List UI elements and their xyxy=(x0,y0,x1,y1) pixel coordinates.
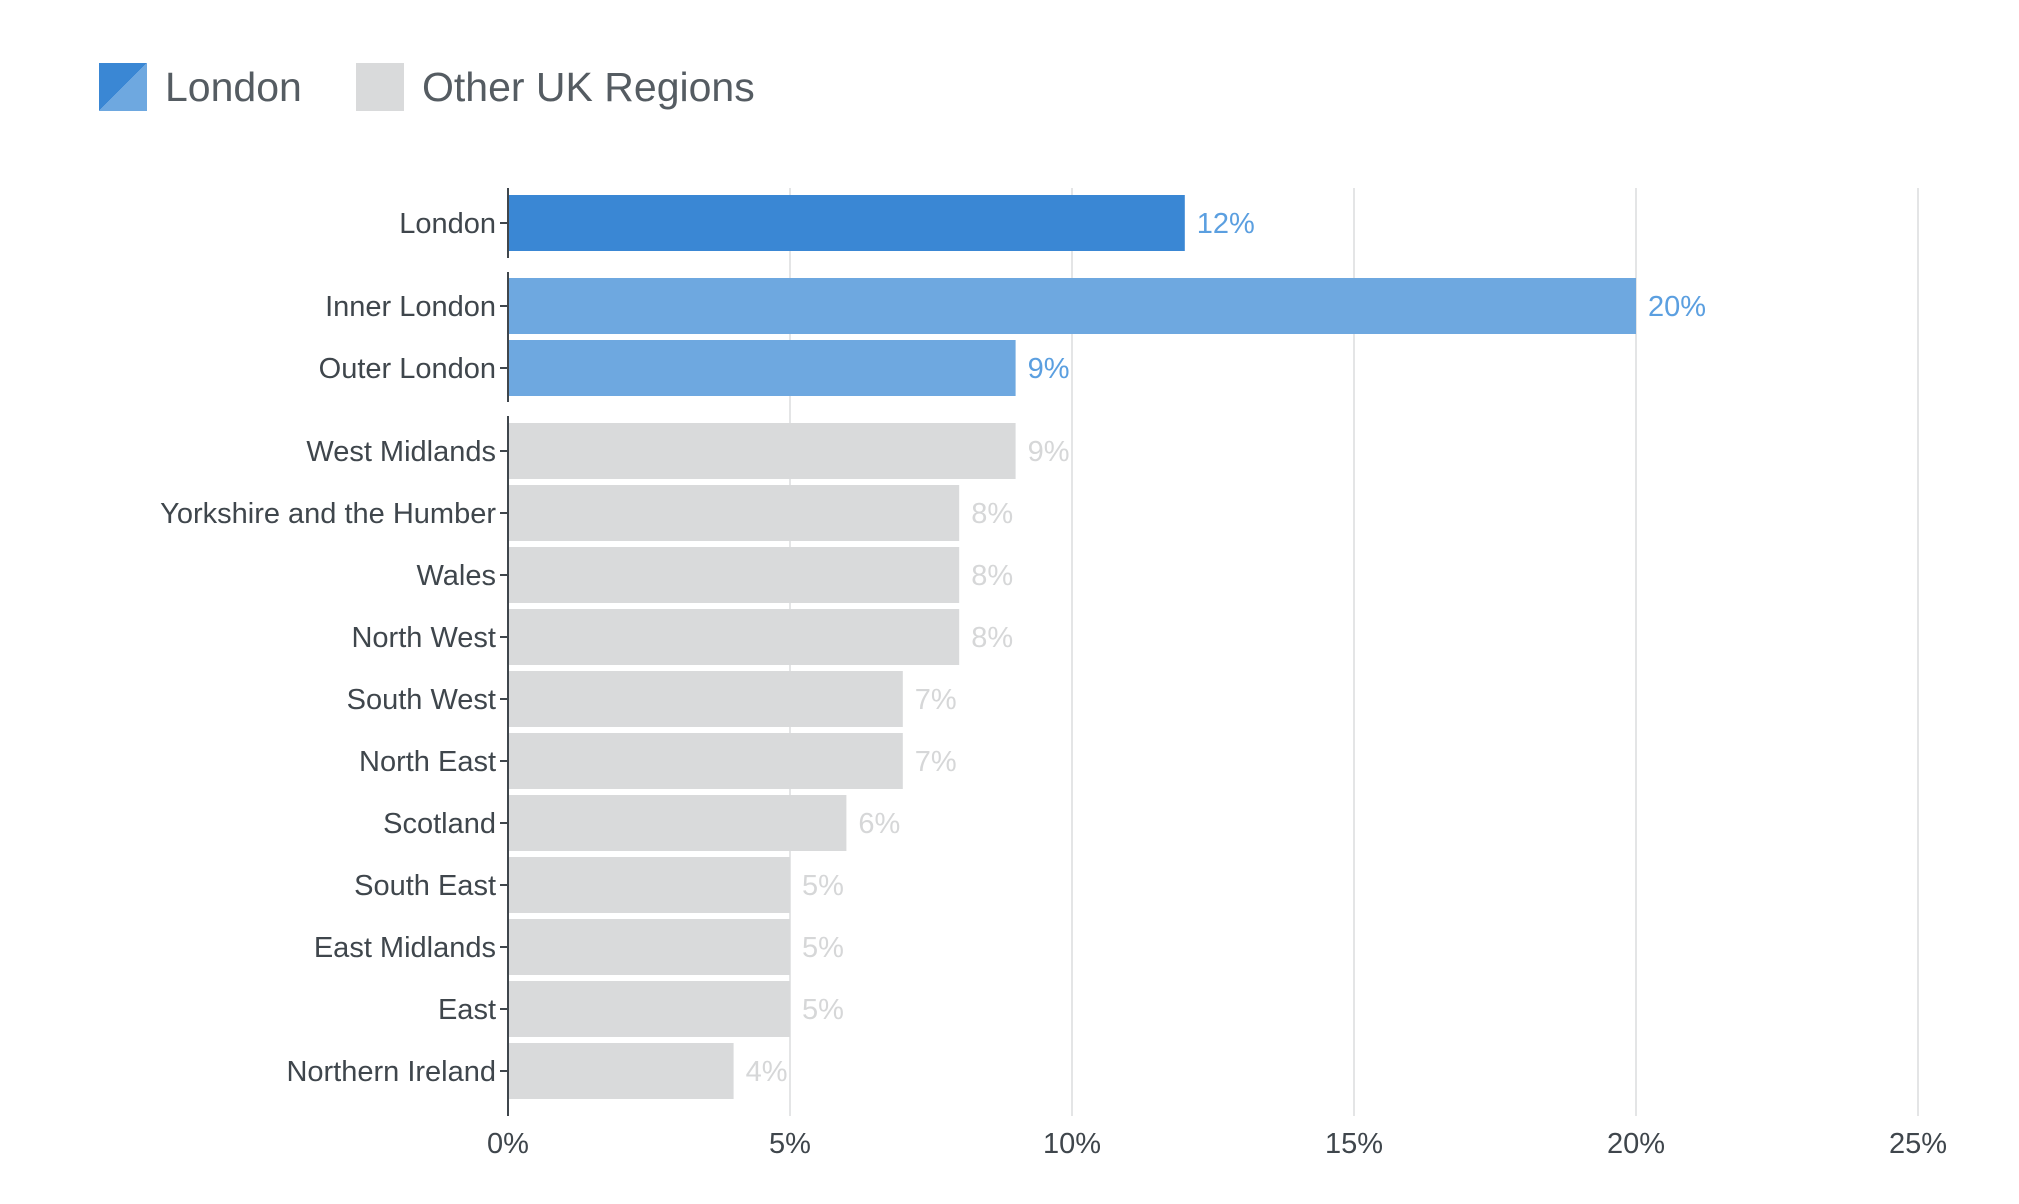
x-tick-label-15pct: 15% xyxy=(1325,1128,1383,1160)
bar-south-west[interactable] xyxy=(509,671,903,727)
bar-yorkshire-and-the-humber[interactable] xyxy=(509,485,960,541)
x-tick-label-0pct: 0% xyxy=(487,1128,529,1160)
bar-london[interactable] xyxy=(509,195,1185,251)
category-label-wales: Wales xyxy=(417,560,497,592)
category-labels: London Inner London Outer London West Midla… xyxy=(160,208,496,1088)
legend-swatch-london-light xyxy=(99,63,147,111)
legend-swatch-other xyxy=(356,63,404,111)
value-label-scotland: 6% xyxy=(858,808,900,840)
category-label-london: London xyxy=(399,208,496,240)
legend-item-other-uk-regions[interactable]: Other UK Regions xyxy=(356,63,755,111)
bar-south-east[interactable] xyxy=(509,857,790,913)
legend-label-london: London xyxy=(165,64,302,110)
value-label-south-west: 7% xyxy=(915,684,957,716)
category-label-yorkshire-and-the-humber: Yorkshire and the Humber xyxy=(160,498,496,530)
x-tick-label-5pct: 5% xyxy=(769,1128,811,1160)
category-label-east-midlands: East Midlands xyxy=(314,932,496,964)
bar-north-west[interactable] xyxy=(509,609,960,665)
category-label-south-east: South East xyxy=(354,870,496,902)
value-labels: 12% 20% 9% 9% 8% 8% 8% 7% 7% 6% 5% 5% 5% 4% xyxy=(746,208,1706,1088)
category-label-scotland: Scotland xyxy=(383,808,496,840)
category-label-north-west: North West xyxy=(351,622,496,654)
value-label-south-east: 5% xyxy=(802,870,844,902)
value-label-wales: 8% xyxy=(971,560,1013,592)
bars xyxy=(509,195,1636,1099)
value-label-inner-london: 20% xyxy=(1648,291,1706,323)
value-label-east-midlands: 5% xyxy=(802,932,844,964)
x-tick-label-25pct: 25% xyxy=(1889,1128,1947,1160)
bar-north-east[interactable] xyxy=(509,733,903,789)
value-label-north-west: 8% xyxy=(971,622,1013,654)
bar-west-midlands[interactable] xyxy=(509,423,1016,479)
category-label-outer-london: Outer London xyxy=(319,353,496,385)
axes xyxy=(500,188,509,1116)
x-tick-label-20pct: 20% xyxy=(1607,1128,1665,1160)
legend: London Other UK Regions xyxy=(99,63,755,111)
category-label-west-midlands: West Midlands xyxy=(306,436,496,468)
legend-label-other-uk-regions: Other UK Regions xyxy=(422,64,755,110)
bar-wales[interactable] xyxy=(509,547,960,603)
bar-outer-london[interactable] xyxy=(509,340,1016,396)
value-label-yorkshire-and-the-humber: 8% xyxy=(971,498,1013,530)
value-label-northern-ireland: 4% xyxy=(746,1056,788,1088)
bar-northern-ireland[interactable] xyxy=(509,1043,734,1099)
category-label-northern-ireland: Northern Ireland xyxy=(286,1056,496,1088)
legend-item-london[interactable]: London xyxy=(99,63,302,111)
bar-east-midlands[interactable] xyxy=(509,919,790,975)
category-label-inner-london: Inner London xyxy=(325,291,496,323)
value-label-west-midlands: 9% xyxy=(1028,436,1070,468)
bar-east[interactable] xyxy=(509,981,790,1037)
value-label-london: 12% xyxy=(1197,208,1255,240)
x-tick-labels: 0% 5% 10% 15% 20% 25% xyxy=(487,1128,1947,1160)
bar-inner-london[interactable] xyxy=(509,278,1636,334)
category-label-north-east: North East xyxy=(359,746,496,778)
bar-scotland[interactable] xyxy=(509,795,847,851)
x-tick-label-10pct: 10% xyxy=(1043,1128,1101,1160)
category-label-south-west: South West xyxy=(347,684,496,716)
value-label-east: 5% xyxy=(802,994,844,1026)
value-label-north-east: 7% xyxy=(915,746,957,778)
value-label-outer-london: 9% xyxy=(1028,353,1070,385)
category-label-east: East xyxy=(438,994,496,1026)
